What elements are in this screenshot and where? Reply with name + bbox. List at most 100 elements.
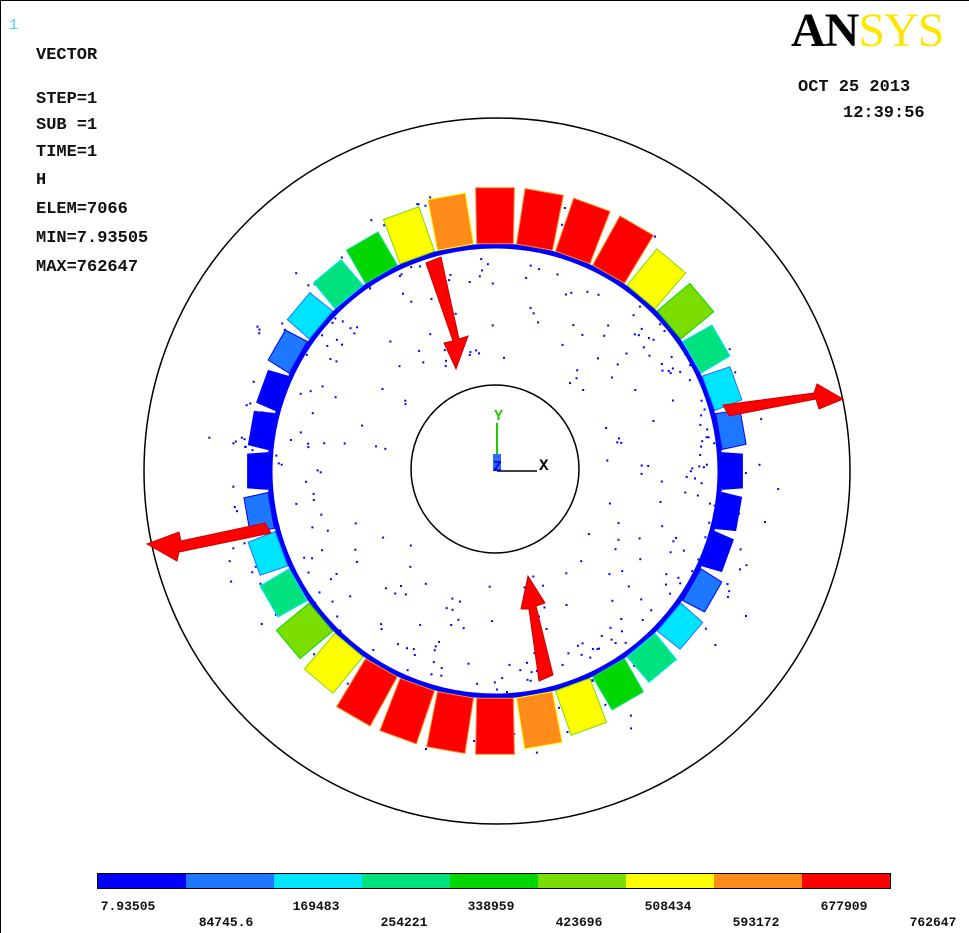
scatter-vector	[739, 548, 742, 551]
scatter-vector	[321, 549, 324, 552]
scatter-vector	[384, 587, 387, 590]
scatter-vector	[654, 235, 656, 238]
scatter-vector	[417, 203, 420, 206]
vector-band	[656, 282, 715, 340]
scatter-vector	[424, 582, 427, 585]
vector-band	[682, 324, 731, 374]
scatter-vector	[245, 404, 248, 407]
scatter-vector	[208, 436, 211, 439]
scatter-vector	[329, 578, 332, 581]
scatter-vector	[575, 377, 578, 380]
scatter-vector	[243, 438, 246, 441]
scatter-vector	[233, 506, 236, 508]
scatter-vector	[679, 582, 682, 585]
scatter-vector	[458, 600, 461, 603]
vector-band	[554, 197, 611, 265]
scatter-vector	[696, 494, 699, 497]
scatter-vector	[400, 273, 403, 276]
scatter-vector	[382, 536, 385, 539]
scatter-vector	[258, 332, 261, 335]
logo-an: AN	[791, 4, 859, 57]
scatter-vector	[627, 585, 630, 588]
scatter-vector	[538, 268, 541, 271]
scatter-vector	[580, 653, 583, 656]
scatter-vector	[620, 630, 623, 633]
vector-band	[626, 248, 687, 310]
scatter-vector	[397, 643, 399, 646]
vector-plot: Y Z X	[143, 117, 851, 825]
scatter-vector	[580, 560, 583, 563]
logo-sys: SYS	[858, 4, 944, 57]
scatter-vector	[252, 380, 255, 383]
scatter-vector	[398, 365, 401, 368]
scatter-vector	[652, 338, 655, 341]
scatter-vector	[705, 463, 708, 466]
scatter-vector	[445, 607, 448, 610]
scatter-vector	[240, 436, 243, 439]
legend-label: 508434	[644, 899, 692, 914]
scatter-vector	[764, 521, 766, 524]
vector-band	[682, 568, 723, 613]
scatter-vector	[260, 623, 263, 625]
scatter-vector	[299, 431, 302, 434]
scatter-vector	[432, 661, 435, 664]
scatter-vector	[600, 634, 603, 637]
scatter-vector	[591, 648, 594, 650]
scatter-vector	[429, 196, 432, 199]
scatter-vector	[400, 585, 403, 587]
scatter-vector	[728, 590, 731, 593]
scatter-vector	[451, 597, 454, 600]
scatter-vector	[307, 284, 310, 287]
scatter-vector	[663, 330, 666, 332]
scatter-vector	[684, 491, 687, 494]
plot-type-label: VECTOR	[36, 46, 98, 65]
vector-band	[259, 568, 308, 618]
scatter-vector	[303, 556, 306, 559]
element-label: ELEM=7066	[36, 200, 128, 219]
scatter-vector	[669, 551, 672, 554]
scatter-vector	[335, 573, 338, 575]
scatter-vector	[603, 334, 606, 337]
scatter-vector	[641, 619, 644, 621]
vector-band	[247, 530, 289, 576]
airgap-ring	[267, 243, 723, 699]
scatter-vector	[409, 565, 412, 568]
scatter-vector	[533, 652, 536, 655]
scatter-vector	[618, 437, 620, 440]
scatter-vector	[660, 480, 663, 483]
scatter-vector	[481, 269, 484, 272]
scatter-vector	[475, 349, 478, 352]
scatter-vector	[473, 740, 476, 742]
scatter-vector	[275, 454, 278, 457]
substep-label: SUB =1	[36, 116, 98, 135]
scatter-vector	[424, 204, 427, 207]
vector-band	[475, 697, 515, 755]
scatter-vector	[745, 564, 748, 567]
scatter-vector	[424, 748, 427, 750]
scatter-vector	[543, 606, 546, 609]
legend-color-swatch	[714, 874, 802, 888]
scatter-vector	[648, 354, 651, 357]
scatter-vector	[354, 522, 357, 525]
vector-band	[256, 369, 289, 412]
scatter-vector	[647, 465, 650, 467]
scatter-vector	[596, 648, 599, 651]
scatter-vector	[274, 613, 277, 616]
scatter-vector	[503, 356, 505, 359]
legend-label: 423696	[555, 915, 603, 930]
scatter-vector	[703, 408, 706, 411]
scatter-vector	[307, 446, 310, 449]
scatter-vector	[566, 731, 569, 734]
vector-band	[286, 292, 334, 340]
scatter-vector	[620, 441, 623, 444]
scatter-vector	[630, 727, 632, 730]
scatter-vector	[413, 654, 416, 656]
min-label: MIN=7.93505	[36, 229, 149, 248]
scatter-vector	[340, 256, 343, 259]
legend-color-bar	[97, 873, 891, 889]
scatter-vector	[508, 663, 511, 666]
vector-band	[426, 691, 475, 754]
scatter-vector	[675, 537, 677, 539]
scatter-vector	[326, 529, 329, 532]
vector-band	[267, 329, 308, 374]
